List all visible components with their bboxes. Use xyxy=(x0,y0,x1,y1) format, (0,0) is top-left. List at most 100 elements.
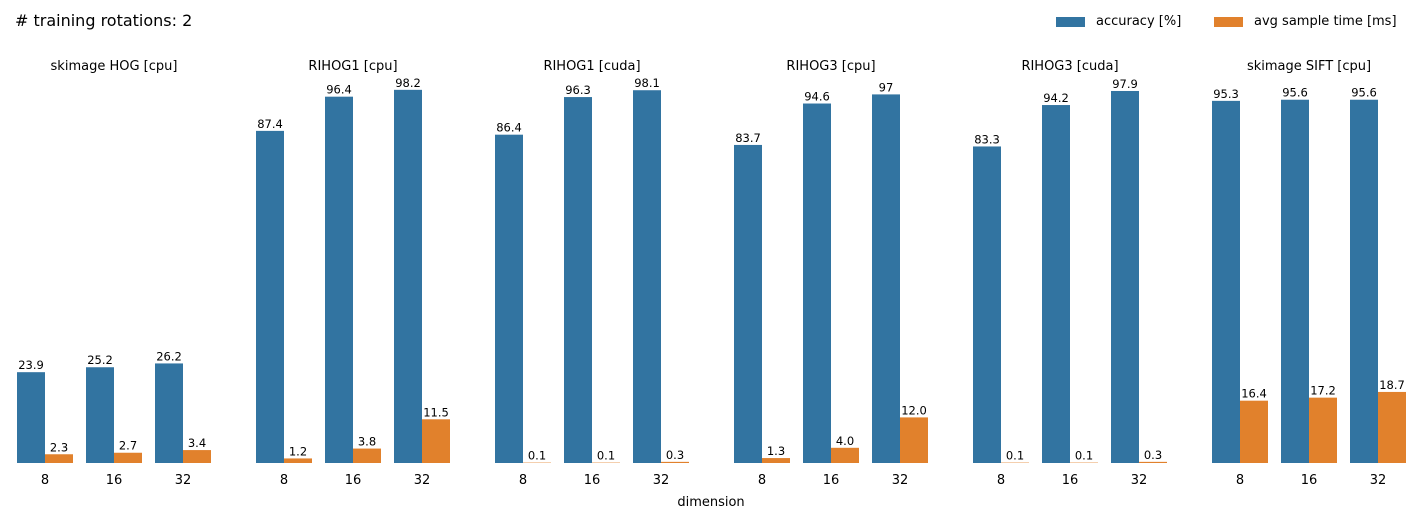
bar-value-label: 2.7 xyxy=(119,439,137,453)
bar-value-label: 83.3 xyxy=(974,132,1000,146)
bar-value-label: 95.6 xyxy=(1282,86,1308,100)
bar-value-label: 2.3 xyxy=(50,440,68,454)
x-tick-label: 8 xyxy=(1236,473,1244,488)
bar xyxy=(661,461,689,463)
bar xyxy=(422,419,450,463)
x-tick-label: 16 xyxy=(1301,473,1318,488)
legend-swatch-sample-time xyxy=(1214,17,1243,27)
bar-value-label: 0.1 xyxy=(597,449,615,463)
bar-value-label: 26.2 xyxy=(156,349,182,363)
bar-value-label: 18.7 xyxy=(1379,378,1405,392)
x-tick-label: 32 xyxy=(892,473,909,488)
bar-value-label: 11.5 xyxy=(423,405,449,419)
bar xyxy=(1309,397,1337,463)
bar-value-label: 83.7 xyxy=(735,131,761,145)
bar-value-label: 0.1 xyxy=(528,449,546,463)
bar-value-label: 3.4 xyxy=(188,436,206,450)
x-tick-label: 16 xyxy=(823,473,840,488)
bar-value-label: 95.6 xyxy=(1351,86,1377,100)
x-tick-label: 8 xyxy=(758,473,766,488)
bar-value-label: 94.2 xyxy=(1043,91,1069,105)
bar xyxy=(564,97,592,463)
bar-value-label: 95.3 xyxy=(1213,87,1239,101)
bar xyxy=(86,367,114,463)
bar-value-label: 97 xyxy=(879,80,894,94)
bar-value-label: 86.4 xyxy=(496,121,522,135)
bar xyxy=(394,89,422,463)
bar-value-label: 87.4 xyxy=(257,117,283,131)
bar xyxy=(1111,90,1139,463)
bar-value-label: 98.1 xyxy=(634,76,660,90)
facet-title: RIHOG3 [cpu] xyxy=(786,59,875,74)
bar-value-label: 1.3 xyxy=(767,444,785,458)
bar xyxy=(872,94,900,464)
bar-value-label: 0.1 xyxy=(1075,449,1093,463)
legend-label-accuracy: accuracy [%] xyxy=(1096,14,1182,29)
x-tick-label: 8 xyxy=(280,473,288,488)
bar xyxy=(1240,400,1268,463)
x-tick-label: 32 xyxy=(175,473,192,488)
bar xyxy=(900,417,928,463)
facet-title: RIHOG1 [cpu] xyxy=(308,59,397,74)
bar-value-label: 96.4 xyxy=(326,83,352,97)
bar-value-label: 0.3 xyxy=(1144,448,1162,462)
bar-value-label: 16.4 xyxy=(1241,387,1267,401)
facet-skimage-sift-cpu: skimage SIFT [cpu] 95.3 16.4 8 95.6 17.2 16 95.… xyxy=(1212,59,1406,488)
bar-value-label: 94.6 xyxy=(804,90,830,104)
x-axis-label: dimension xyxy=(677,495,745,510)
legend-label-sample-time: avg sample time [ms] xyxy=(1254,14,1397,29)
facet-title: RIHOG3 [cuda] xyxy=(1021,59,1118,74)
facet-rihog3-cpu: RIHOG3 [cpu] 83.7 1.3 8 94.6 4.0 16 97 12.0 32 xyxy=(734,59,928,488)
bar xyxy=(1139,461,1167,463)
bar-value-label: 23.9 xyxy=(18,358,44,372)
bar-value-label: 98.2 xyxy=(395,76,421,90)
x-tick-label: 8 xyxy=(997,473,1005,488)
bar xyxy=(17,372,45,463)
facet-skimage-hog-cpu: skimage HOG [cpu] 23.9 2.3 8 25.2 2.7 16 26.2 3.… xyxy=(17,59,211,488)
x-tick-label: 16 xyxy=(106,473,123,488)
x-tick-label: 32 xyxy=(1131,473,1148,488)
bar-value-label: 96.3 xyxy=(565,83,591,97)
bar xyxy=(803,103,831,464)
chart-title: # training rotations: 2 xyxy=(15,11,193,30)
bar xyxy=(734,144,762,463)
bar-value-label: 0.3 xyxy=(666,448,684,462)
bar-value-label: 17.2 xyxy=(1310,384,1336,398)
bar-value-label: 3.8 xyxy=(358,435,376,449)
bar xyxy=(831,447,859,463)
bar-value-label: 12.0 xyxy=(901,403,927,417)
bar xyxy=(256,130,284,463)
bar xyxy=(284,458,312,463)
bar xyxy=(1378,391,1406,463)
bar xyxy=(973,146,1001,463)
x-tick-label: 8 xyxy=(519,473,527,488)
bar xyxy=(495,134,523,463)
x-tick-label: 16 xyxy=(345,473,362,488)
facet-rihog1-cpu: RIHOG1 [cpu] 87.4 1.2 8 96.4 3.8 16 98.2 11.5 32 xyxy=(256,59,450,488)
bar xyxy=(155,363,183,463)
bar xyxy=(762,458,790,463)
x-tick-label: 32 xyxy=(653,473,670,488)
bar xyxy=(353,448,381,463)
bar-value-label: 25.2 xyxy=(87,353,113,367)
bar xyxy=(1281,99,1309,463)
bar-value-label: 0.1 xyxy=(1006,449,1024,463)
bar xyxy=(183,450,211,463)
facet-title: RIHOG1 [cuda] xyxy=(543,59,640,74)
bar xyxy=(633,90,661,463)
facet-title: skimage HOG [cpu] xyxy=(51,59,178,74)
x-tick-label: 16 xyxy=(584,473,601,488)
bar-value-label: 97.9 xyxy=(1112,77,1138,91)
x-tick-label: 32 xyxy=(414,473,431,488)
legend-swatch-accuracy xyxy=(1056,17,1085,27)
bar xyxy=(1042,105,1070,463)
x-tick-label: 16 xyxy=(1062,473,1079,488)
facet-title: skimage SIFT [cpu] xyxy=(1247,59,1371,74)
x-tick-label: 8 xyxy=(41,473,49,488)
bar xyxy=(325,96,353,464)
bar xyxy=(1212,100,1240,464)
